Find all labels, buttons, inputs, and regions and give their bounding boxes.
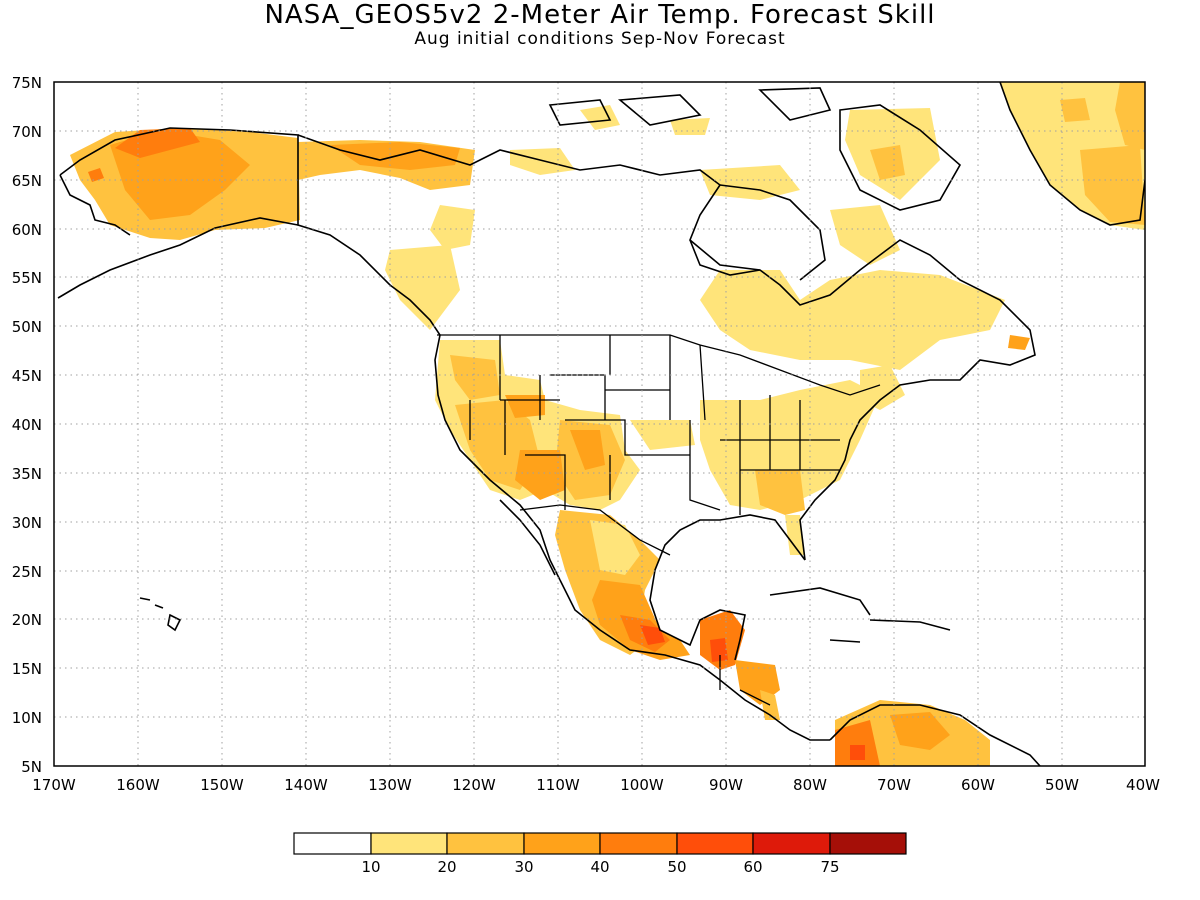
political-borders [437,334,881,706]
lon-label: 160W [116,776,160,794]
lon-label: 120W [452,776,496,794]
skill-shading [70,82,1145,766]
lat-label: 45N [12,367,42,385]
legend-swatch [370,832,448,855]
legend-swatch [676,832,754,855]
lat-label: 30N [12,514,42,532]
legend-colorbar [293,832,907,855]
legend-label: 40 [590,858,609,876]
map-plot-area [54,82,1145,766]
gridlines [54,82,1145,766]
lon-label: 110W [536,776,580,794]
lat-label: 65N [12,172,42,190]
lon-label: 100W [620,776,664,794]
lon-label: 170W [32,776,76,794]
lon-label: 150W [200,776,244,794]
lon-label: 40W [1126,776,1160,794]
lat-label: 10N [12,709,42,727]
legend-label: 50 [667,858,686,876]
lat-label: 75N [12,74,42,92]
lon-label: 80W [793,776,827,794]
legend-swatch [599,832,678,855]
map-title: NASA_GEOS5v2 2-Meter Air Temp. Forecast … [264,0,936,30]
lat-label: 15N [12,660,42,678]
legend-label: 20 [437,858,456,876]
legend-label: 60 [743,858,762,876]
legend-swatch [752,832,831,855]
lat-label: 5N [21,758,42,776]
lat-label: 60N [12,221,42,239]
lon-label: 130W [368,776,412,794]
legend-swatch [446,832,525,855]
legend-label: 10 [361,858,380,876]
lat-label: 25N [12,563,42,581]
legend-swatch [523,832,601,855]
legend-labels: 10 20 30 40 50 60 75 [361,858,839,876]
lon-label: 50W [1045,776,1079,794]
legend-swatch [829,832,907,855]
lat-label: 35N [12,465,42,483]
lon-label: 90W [709,776,743,794]
lat-label: 50N [12,318,42,336]
latitude-labels: 75N 70N 65N 60N 55N 50N 45N 40N 35N 30N … [12,74,42,776]
legend-swatch [293,832,372,855]
map-frame [53,81,1146,767]
lat-label: 20N [12,611,42,629]
map-subtitle: Aug initial conditions Sep-Nov Forecast [414,29,786,49]
lon-label: 70W [877,776,911,794]
coastlines [57,82,1145,766]
legend-label: 75 [820,858,839,876]
longitude-labels: 170W 160W 150W 140W 130W 120W 110W 100W … [32,776,1160,794]
lat-label: 70N [12,123,42,141]
lon-label: 60W [961,776,995,794]
lat-label: 40N [12,416,42,434]
lon-label: 140W [284,776,328,794]
legend-label: 30 [514,858,533,876]
lat-label: 55N [12,269,42,287]
